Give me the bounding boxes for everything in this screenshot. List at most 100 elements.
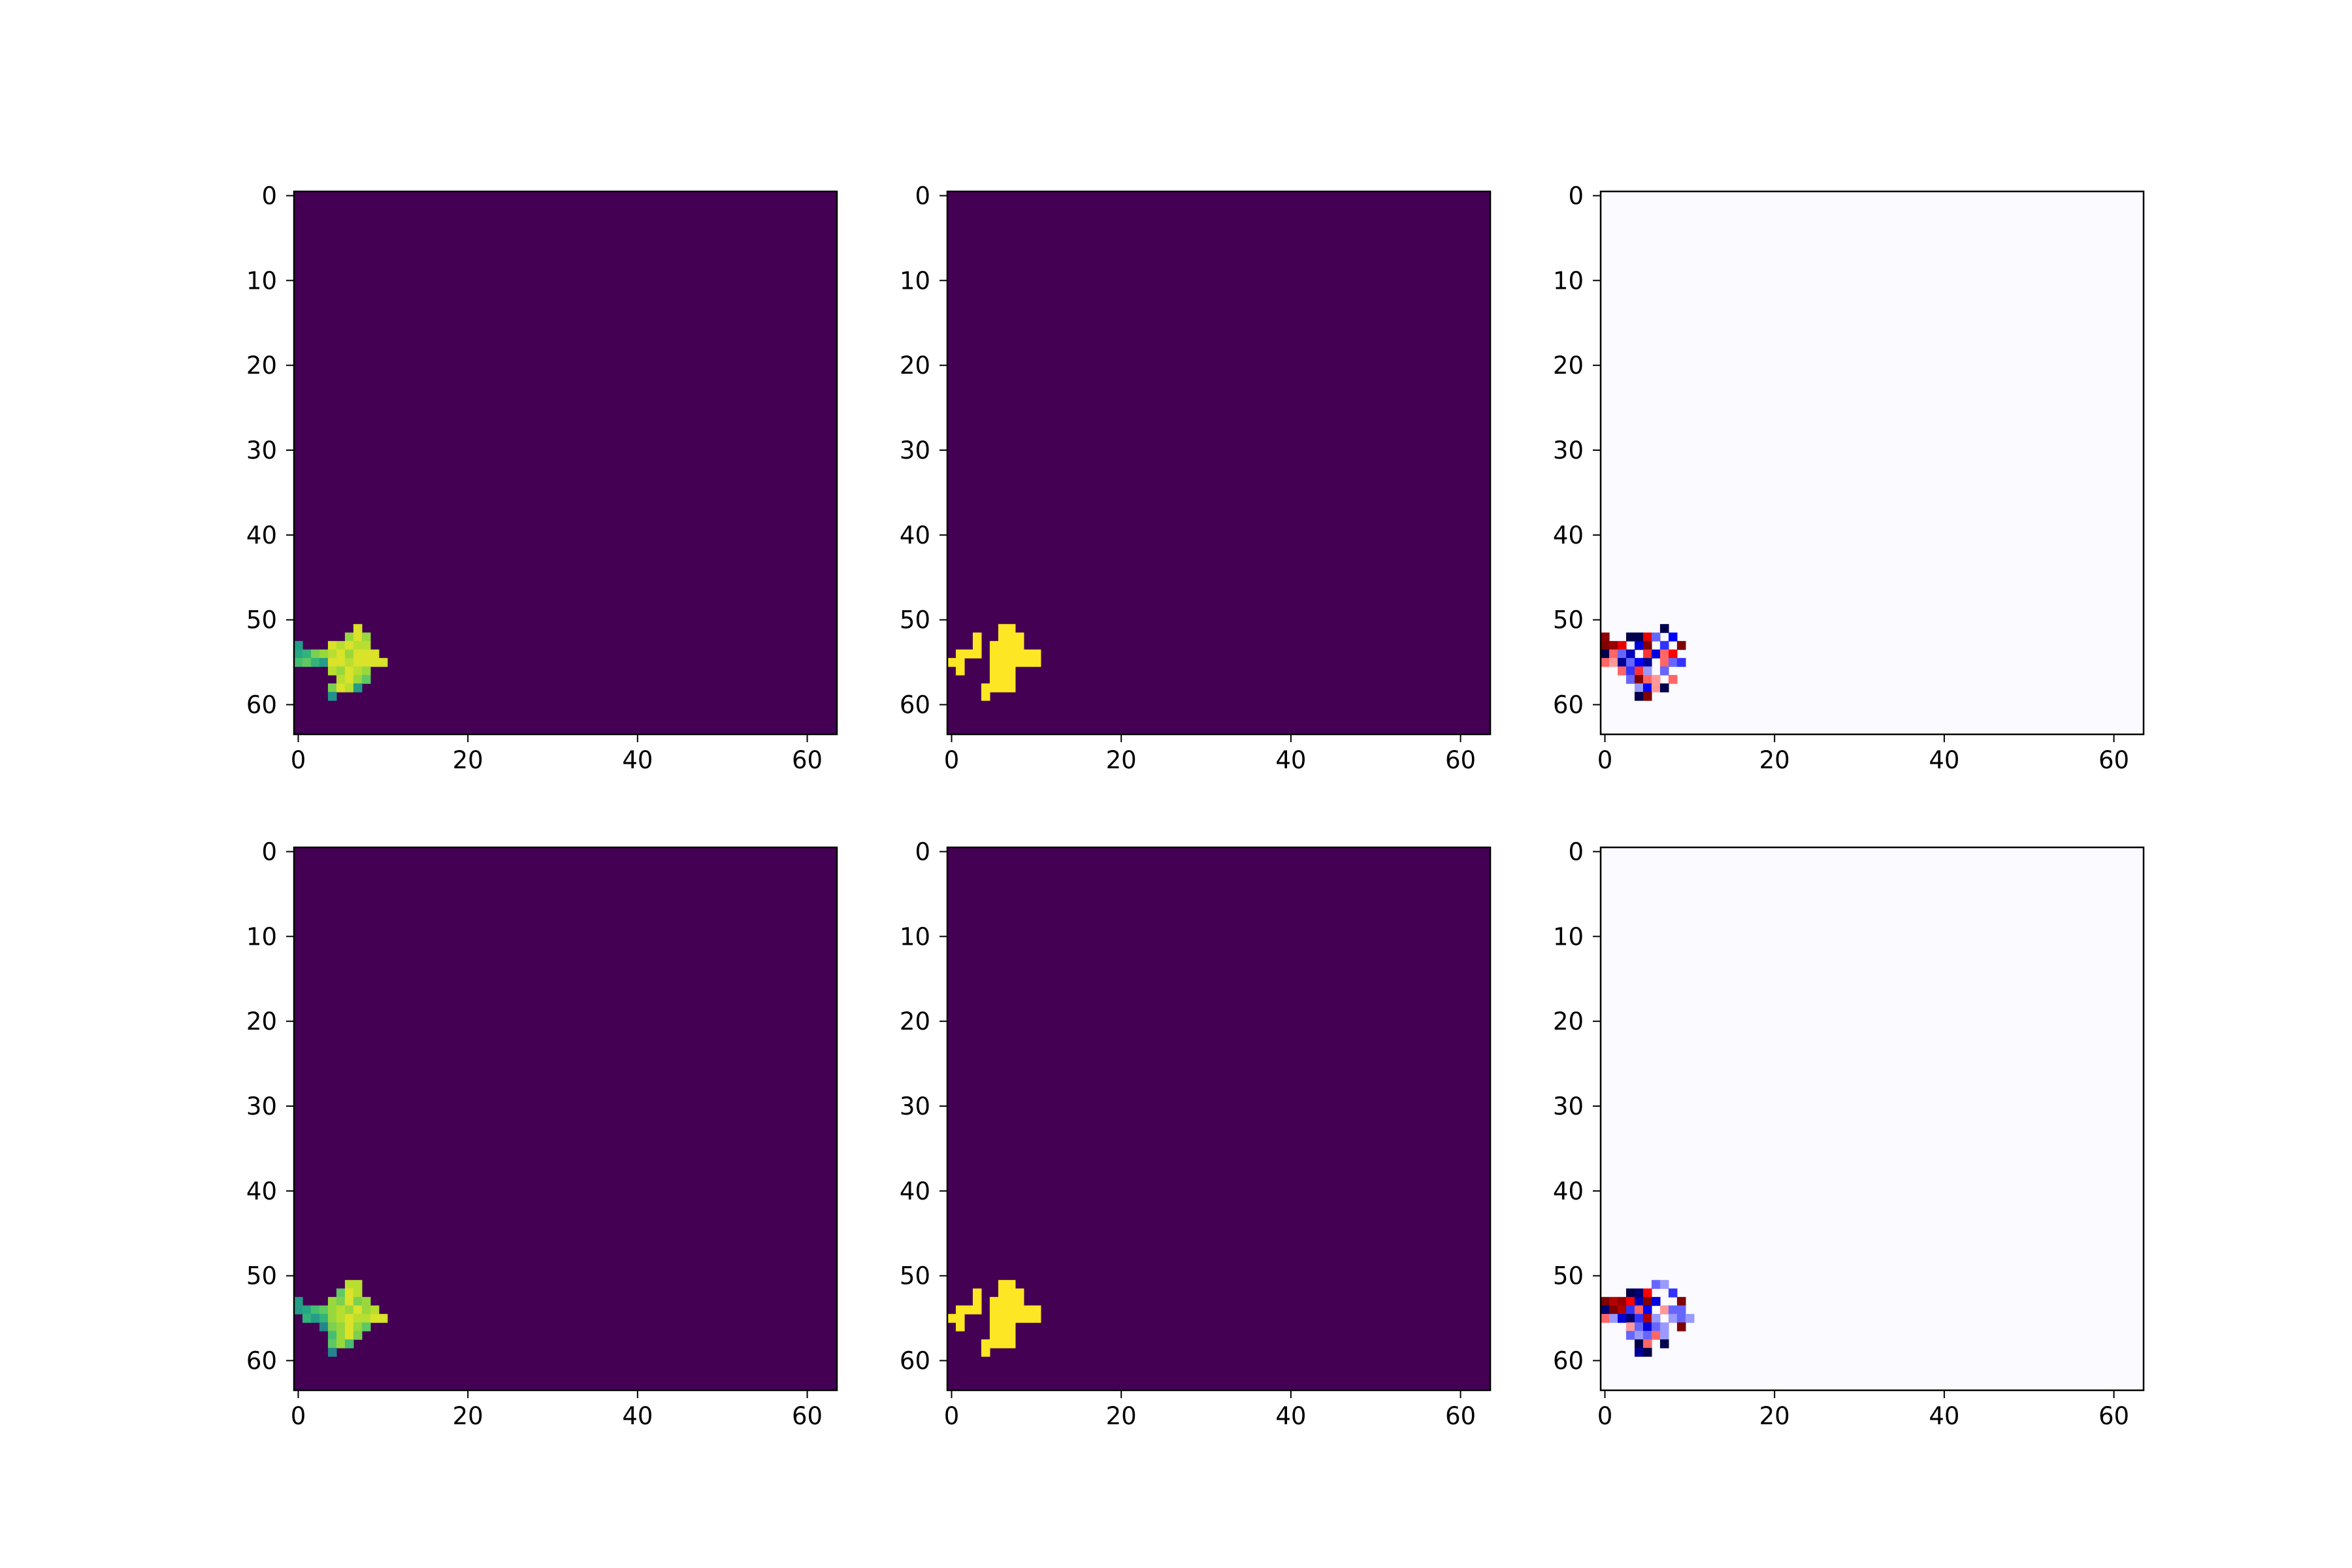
heatmap-cell <box>989 649 999 659</box>
heatmap-cell <box>336 1322 346 1331</box>
heatmap-panel-row1-col3: 0 20 40 60 0 10 20 30 40 50 60 <box>1553 182 2145 774</box>
heatmap-cell <box>1642 649 1652 659</box>
heatmap-cell <box>353 649 363 659</box>
x-tick-label: 40 <box>1275 746 1306 774</box>
heatmap-cell <box>1668 658 1678 667</box>
y-tick-label: 10 <box>1553 923 1584 951</box>
y-tick-label: 30 <box>1553 436 1584 465</box>
heatmap-cell <box>361 658 371 667</box>
heatmap-cell <box>327 666 337 676</box>
heatmap-cell <box>989 675 999 684</box>
heatmap-cell <box>1676 658 1686 667</box>
heatmap-cell <box>1668 1314 1678 1323</box>
y-tick-label: 60 <box>1553 1347 1584 1375</box>
heatmap-cell <box>1625 1322 1635 1331</box>
heatmap-cell <box>1642 683 1652 693</box>
heatmap-cell <box>1634 692 1644 701</box>
heatmap-cell <box>1642 632 1652 642</box>
heatmap-cell <box>327 1305 337 1315</box>
heatmap-cell <box>1015 658 1024 667</box>
heatmap-cell <box>1006 675 1016 684</box>
heatmap-cell <box>336 1314 346 1323</box>
heatmap-cell <box>353 683 363 693</box>
x-tick-label: 20 <box>1106 746 1137 774</box>
heatmap-cell <box>1634 666 1644 676</box>
heatmap-cell <box>1617 649 1627 659</box>
heatmap-cell <box>1006 1322 1016 1331</box>
heatmap-background <box>1601 191 2144 734</box>
heatmap-cell <box>1642 1348 1652 1357</box>
heatmap-cell <box>1651 683 1661 693</box>
heatmap-cell <box>1634 1331 1644 1340</box>
heatmap-cell <box>1601 1314 1610 1323</box>
y-tick-label: 0 <box>915 182 930 210</box>
heatmap-cell <box>1609 1314 1618 1323</box>
heatmap-cell <box>1015 1297 1024 1306</box>
heatmap-cell <box>1668 649 1678 659</box>
x-tick-label: 60 <box>1445 1402 1476 1430</box>
heatmap-cell <box>361 1297 371 1306</box>
heatmap-cell <box>1642 1339 1652 1348</box>
heatmap-cell <box>1642 1322 1652 1331</box>
heatmap-cell <box>1032 1305 1041 1315</box>
heatmap-cell <box>353 1305 363 1315</box>
y-tick-label: 0 <box>261 838 277 866</box>
x-tick-label: 20 <box>453 1402 483 1430</box>
heatmap-cell <box>1006 632 1016 642</box>
heatmap-cell <box>344 666 354 676</box>
heatmap-cell <box>310 1314 320 1323</box>
heatmap-cell <box>327 1297 337 1306</box>
heatmap-cell <box>955 1314 965 1323</box>
heatmap-cell <box>1617 658 1627 667</box>
heatmap-cell <box>1609 649 1618 659</box>
heatmap-cell <box>1634 1322 1644 1331</box>
heatmap-cell <box>344 683 354 693</box>
heatmap-cell <box>1015 1288 1024 1298</box>
heatmap-cell <box>1634 1314 1644 1323</box>
heatmap-cell <box>361 1305 371 1315</box>
y-tick-label: 60 <box>900 691 930 719</box>
heatmap-cell <box>327 683 337 693</box>
x-tick-label: 20 <box>1759 746 1790 774</box>
heatmap-cell <box>378 658 388 667</box>
x-tick-label: 20 <box>1106 1402 1137 1430</box>
heatmap-cell <box>1601 1297 1610 1306</box>
heatmap-cell <box>1006 666 1016 676</box>
heatmap-cell <box>981 1348 990 1357</box>
x-tick-label: 40 <box>1929 746 1959 774</box>
x-tick-label: 0 <box>944 746 960 774</box>
heatmap-cell <box>1642 658 1652 667</box>
heatmap-background <box>294 191 837 734</box>
heatmap-cell <box>344 1280 354 1289</box>
y-tick-label: 50 <box>900 1262 930 1290</box>
heatmap-cell <box>998 675 1007 684</box>
heatmap-cell <box>1668 1288 1678 1298</box>
heatmap-cell <box>336 649 346 659</box>
y-tick-label: 50 <box>246 606 277 634</box>
heatmap-cell <box>1015 649 1024 659</box>
heatmap-cell <box>989 1305 999 1315</box>
heatmap-cell <box>972 1297 982 1306</box>
heatmap-cell <box>344 649 354 659</box>
heatmap-cell <box>1617 1305 1627 1315</box>
heatmap-cell <box>336 1305 346 1315</box>
heatmap-cell <box>1642 1288 1652 1298</box>
y-tick-label: 60 <box>246 691 277 719</box>
heatmap-cell <box>981 692 990 701</box>
heatmap-cell <box>1651 1297 1661 1306</box>
heatmap-panel-row2-col2: 0 20 40 60 0 10 20 30 40 50 60 <box>900 838 1492 1430</box>
heatmap-cell <box>1634 1305 1644 1315</box>
y-tick-label: 0 <box>1568 838 1584 866</box>
heatmap-cell <box>1651 649 1661 659</box>
heatmap-cell <box>1659 624 1669 633</box>
y-tick-label: 60 <box>246 1347 277 1375</box>
heatmap-cell <box>302 1305 312 1315</box>
heatmap-cell <box>1006 1331 1016 1340</box>
heatmap-cell <box>1634 658 1644 667</box>
heatmap-cell <box>344 1322 354 1331</box>
heatmap-cell <box>370 658 380 667</box>
heatmap-cell <box>1015 641 1024 650</box>
y-tick-label: 0 <box>261 182 277 210</box>
heatmap-cell <box>1625 675 1635 684</box>
